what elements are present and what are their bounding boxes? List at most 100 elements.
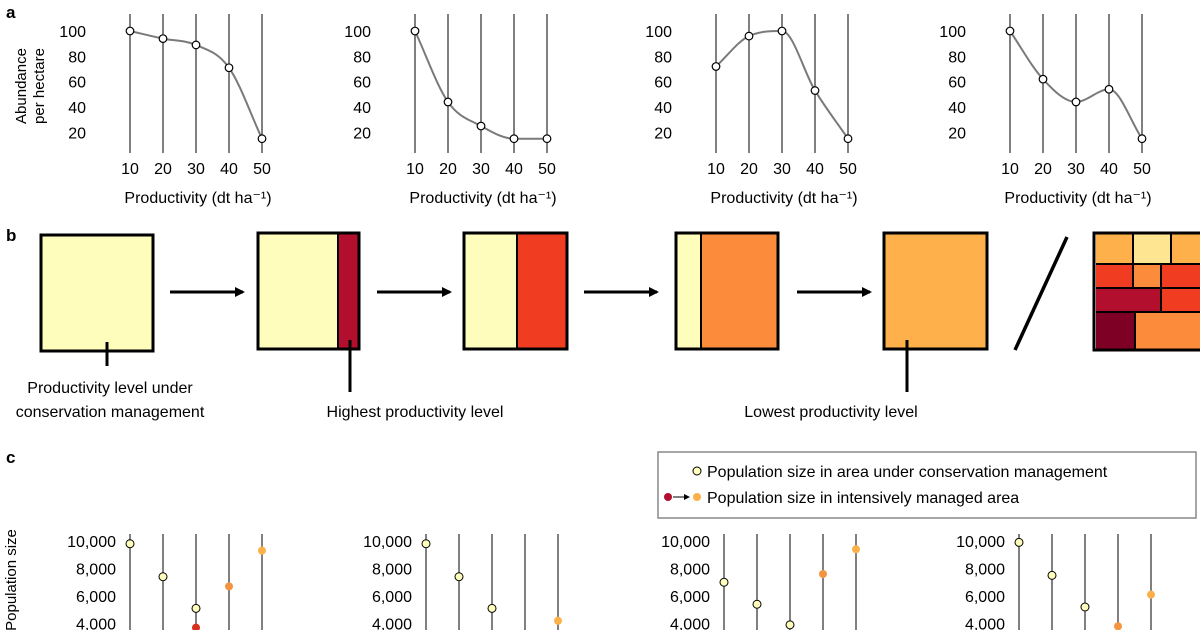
box4-intensive-portion bbox=[701, 233, 778, 349]
box3-conservation-portion bbox=[464, 233, 517, 349]
intensive-point bbox=[192, 623, 200, 632]
x-axis-label: Productivity (dt ha⁻¹) bbox=[710, 190, 857, 207]
intensive-point bbox=[554, 616, 562, 625]
x-tick-label: 20 bbox=[439, 161, 457, 178]
y-tick-label: 4,000 bbox=[76, 617, 116, 631]
y-tick-label: 40 bbox=[654, 100, 672, 117]
y-tick-label: 8,000 bbox=[372, 562, 412, 579]
y-tick-label: 4,000 bbox=[670, 617, 710, 631]
line-chart-2: 100 80 60 40 20 10 20 30 40 50 Productivity (dt ha… bbox=[344, 14, 557, 207]
data-point bbox=[711, 62, 721, 71]
x-tick-label: 50 bbox=[538, 161, 556, 178]
x-axis-label: Productivity (dt ha⁻¹) bbox=[1004, 190, 1151, 207]
y-tick-label: 60 bbox=[948, 75, 966, 92]
data-point bbox=[224, 63, 234, 73]
y-tick-label: 60 bbox=[68, 75, 86, 92]
data-point bbox=[410, 26, 420, 36]
y-tick-label: 8,000 bbox=[965, 562, 1005, 579]
separator-slash bbox=[1013, 236, 1069, 351]
y-tick-label: 80 bbox=[353, 49, 371, 66]
mosaic-tile bbox=[1161, 264, 1200, 288]
y-tick-label: 100 bbox=[645, 24, 672, 41]
conservation-label-line1: Productivity level under bbox=[27, 380, 193, 397]
mosaic-tile bbox=[1161, 288, 1200, 312]
y-tick-label: 20 bbox=[654, 125, 672, 142]
conservation-point bbox=[752, 599, 762, 609]
panel-label-c: c bbox=[6, 448, 15, 467]
mosaic-tile bbox=[1096, 234, 1133, 264]
intensive-point bbox=[852, 545, 860, 554]
y-tick-label: 6,000 bbox=[670, 589, 710, 606]
conservation-point bbox=[125, 539, 135, 549]
line-chart-3: 100 80 60 40 20 10 20 30 40 50 Productivity (dt ha… bbox=[645, 14, 858, 207]
y-tick-label: 100 bbox=[59, 24, 86, 41]
conservation-point bbox=[1047, 570, 1057, 580]
x-tick-label: 40 bbox=[1100, 161, 1118, 178]
scatter-chart-3: 10,000 8,000 6,000 4,000 bbox=[661, 534, 860, 634]
data-point bbox=[443, 97, 453, 107]
y-tick-label: 8,000 bbox=[76, 562, 116, 579]
data-point bbox=[125, 26, 135, 36]
y-tick-label: 80 bbox=[654, 49, 672, 66]
y-tick-label: 4,000 bbox=[965, 617, 1005, 631]
legend-intensive-start-marker bbox=[664, 493, 672, 501]
panel-a-line-charts: 100 80 60 40 20 10 20 30 40 50 Productivity (dt ha… bbox=[59, 14, 1152, 207]
highest-label: Highest productivity level bbox=[327, 404, 504, 421]
conservation-point bbox=[719, 577, 729, 587]
data-point bbox=[1137, 134, 1147, 144]
data-point bbox=[810, 86, 820, 95]
y-tick-label: 20 bbox=[353, 125, 371, 142]
conservation-point bbox=[487, 603, 497, 613]
data-point bbox=[542, 134, 552, 144]
conservation-productivity-box bbox=[39, 233, 155, 353]
mosaic-tile bbox=[1096, 264, 1133, 288]
data-point bbox=[1038, 74, 1048, 84]
x-tick-label: 10 bbox=[406, 161, 424, 178]
y-tick-label: 60 bbox=[353, 75, 371, 92]
y-tick-label: 10,000 bbox=[956, 534, 1005, 551]
conservation-point bbox=[1080, 602, 1090, 612]
panel-b-schematic: Productivity level under conservation ma… bbox=[16, 231, 1200, 421]
data-point bbox=[158, 34, 168, 44]
scatter-chart-1: 10,000 8,000 6,000 4,000 bbox=[67, 534, 266, 634]
intensive-point bbox=[1147, 590, 1155, 599]
x-tick-label: 20 bbox=[1034, 161, 1052, 178]
x-tick-label: 50 bbox=[253, 161, 271, 178]
mosaic-tile bbox=[1133, 264, 1161, 288]
legend-intensive-end-marker bbox=[693, 493, 701, 501]
data-point bbox=[257, 134, 267, 144]
legend-conservation-marker bbox=[692, 466, 702, 476]
mosaic-tile bbox=[1096, 312, 1135, 349]
panel-c-ylabel: Population size bbox=[3, 529, 20, 630]
y-tick-label: 10,000 bbox=[363, 534, 412, 551]
data-point bbox=[744, 31, 754, 41]
data-point bbox=[191, 40, 201, 50]
x-axis-label: Productivity (dt ha⁻¹) bbox=[409, 190, 556, 207]
y-tick-label: 60 bbox=[654, 75, 672, 92]
data-point bbox=[1005, 26, 1015, 36]
x-tick-label: 30 bbox=[773, 161, 791, 178]
x-tick-label: 50 bbox=[839, 161, 857, 178]
x-tick-label: 30 bbox=[187, 161, 205, 178]
intensive-point bbox=[819, 570, 827, 578]
box2-highest-portion bbox=[338, 233, 359, 349]
y-tick-label: 20 bbox=[948, 125, 966, 142]
legend-conservation-label: Population size in area under conservati… bbox=[707, 464, 1108, 481]
data-point bbox=[1071, 97, 1081, 107]
x-tick-label: 10 bbox=[1001, 161, 1019, 178]
data-point bbox=[476, 121, 486, 131]
scatter-chart-2: 10,000 8,000 6,000 4,000 bbox=[363, 534, 562, 634]
panel-a-ylabel-line2: per hectare bbox=[31, 48, 48, 124]
legend-intensive-label: Population size in intensively managed a… bbox=[707, 490, 1019, 507]
intensive-point bbox=[258, 546, 266, 555]
data-point bbox=[777, 26, 787, 36]
y-tick-label: 10,000 bbox=[67, 534, 116, 551]
mosaic-tile bbox=[1135, 312, 1200, 349]
data-point bbox=[843, 134, 853, 144]
y-tick-label: 4,000 bbox=[372, 617, 412, 631]
panel-label-a: a bbox=[6, 3, 16, 22]
x-tick-label: 40 bbox=[806, 161, 824, 178]
lowest-productivity-box bbox=[882, 231, 989, 351]
y-tick-label: 40 bbox=[948, 100, 966, 117]
data-point bbox=[509, 134, 519, 144]
